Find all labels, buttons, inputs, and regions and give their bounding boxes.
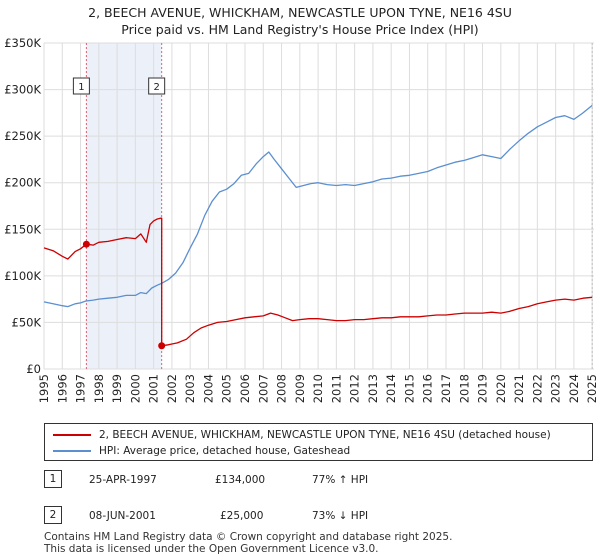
y-tick-label: £200K	[4, 176, 41, 190]
x-tick-label: 1999	[110, 374, 124, 403]
x-tick-label: 2019	[476, 374, 490, 403]
x-tick-label: 2025	[585, 374, 599, 403]
y-tick-label: £0	[26, 362, 41, 376]
x-tick-label: 2006	[238, 374, 252, 403]
x-tick-label: 1996	[55, 374, 69, 403]
legend-item-property: 2, BEECH AVENUE, WHICKHAM, NEWCASTLE UPO…	[53, 427, 551, 443]
legend-item-hpi: HPI: Average price, detached house, Gate…	[53, 443, 350, 459]
sale-hpi: 77% ↑ HPI	[312, 474, 369, 486]
y-tick-label: £50K	[12, 315, 42, 329]
series-line-property	[43, 217, 593, 347]
x-axis: 1995 1996 1997 1998 1999 2000 2001 2002 2003 2004…	[37, 374, 599, 403]
sale-price: £25,000	[220, 510, 264, 522]
x-tick-label: 2021	[512, 374, 526, 403]
sale-label-box	[72, 77, 90, 95]
x-tick-label: 2018	[457, 374, 471, 403]
sale-date: 08-JUN-2001	[89, 510, 156, 522]
sale-price: £134,000	[215, 474, 266, 486]
footer: Contains HM Land Registry data © Crown c…	[44, 531, 452, 555]
y-tick-label: £300K	[4, 83, 41, 97]
y-tick-label: £350K	[4, 36, 41, 50]
gridlines	[43, 42, 594, 370]
x-tick-label: 2008	[275, 374, 289, 403]
x-tick-label: 2007	[256, 374, 270, 403]
title-line-1: 2, BEECH AVENUE, WHICKHAM, NEWCASTLE UPO…	[88, 5, 512, 20]
legend-swatch-red	[53, 434, 91, 436]
x-tick-label: 2022	[530, 374, 544, 403]
x-tick-label: 2024	[567, 374, 581, 403]
x-tick-label: 2013	[366, 374, 380, 403]
x-tick-label: 2002	[165, 374, 179, 403]
legend-label-property: 2, BEECH AVENUE, WHICKHAM, NEWCASTLE UPO…	[99, 429, 551, 441]
legend-swatch-blue	[53, 450, 91, 452]
series-layer	[43, 104, 593, 347]
x-tick-label: 2020	[494, 374, 508, 403]
x-tick-label: 2003	[183, 374, 197, 403]
y-tick-label: £100K	[4, 269, 41, 283]
sale-row: 1 25-APR-1997 £134,000 77% ↑ HPI	[44, 470, 444, 492]
sale-row: 2 08-JUN-2001 £25,000 73% ↓ HPI	[44, 506, 444, 528]
x-tick-label: 2000	[128, 374, 142, 403]
series-line-hpi	[43, 104, 593, 308]
sale-label-box	[148, 77, 166, 95]
x-tick-label: 2012	[348, 374, 362, 403]
sale-date: 25-APR-1997	[89, 474, 157, 486]
sale-label-text: 2	[153, 82, 159, 93]
x-tick-label: 2005	[220, 374, 234, 403]
x-tick-label: 2004	[201, 374, 215, 403]
title-line-2: Price paid vs. HM Land Registry's House …	[121, 22, 479, 37]
sale-number-box: 2	[44, 506, 62, 524]
y-tick-label: £250K	[4, 129, 41, 143]
x-tick-label: 2009	[293, 374, 307, 403]
x-tick-label: 2017	[439, 374, 453, 403]
y-tick-label: £150K	[4, 222, 41, 236]
x-tick-label: 2023	[549, 374, 563, 403]
x-tick-label: 2011	[329, 374, 343, 403]
x-tick-label: 1997	[74, 374, 88, 403]
footer-line-1: Contains HM Land Registry data © Crown c…	[44, 531, 453, 543]
sale-label-text: 1	[78, 82, 84, 93]
x-tick-label: 2010	[311, 374, 325, 403]
sale-hpi: 73% ↓ HPI	[312, 510, 369, 522]
x-tick-label: 2014	[384, 374, 398, 403]
legend: 2, BEECH AVENUE, WHICKHAM, NEWCASTLE UPO…	[44, 423, 593, 461]
x-tick-label: 2001	[147, 374, 161, 403]
x-tick-label: 2016	[421, 374, 435, 403]
footer-line-2: This data is licensed under the Open Gov…	[44, 543, 379, 555]
x-tick-label: 1998	[92, 374, 106, 403]
sale-points	[82, 240, 166, 350]
chart-title: 2, BEECH AVENUE, WHICKHAM, NEWCASTLE UPO…	[0, 4, 600, 38]
y-axis: £0 £50K £100K £150K £200K £250K £300K £350K	[4, 36, 41, 376]
sale-number-box: 1	[44, 470, 62, 488]
x-tick-label: 1995	[37, 374, 51, 403]
x-tick-label: 2015	[402, 374, 416, 403]
sale-point	[82, 240, 90, 248]
legend-label-hpi: HPI: Average price, detached house, Gate…	[99, 445, 351, 457]
sale-point	[158, 342, 166, 350]
